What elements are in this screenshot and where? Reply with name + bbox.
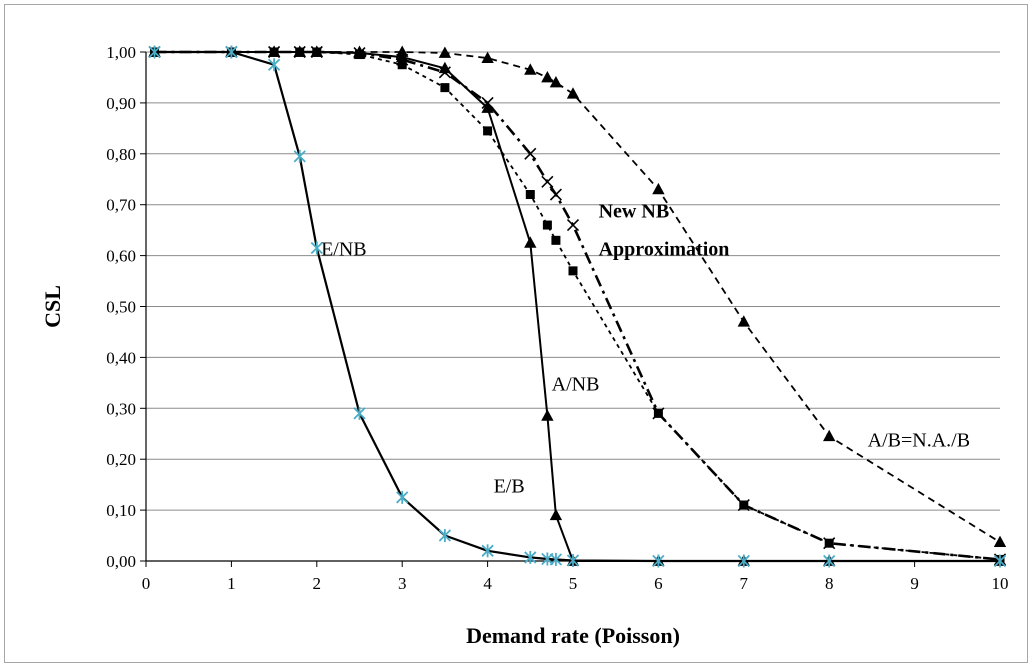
- data-point-a-b: [481, 51, 494, 63]
- data-point-e-nb: [566, 553, 580, 567]
- data-point-e-nb: [225, 45, 238, 59]
- data-point-e-b: [568, 266, 578, 276]
- y-tick-label: 0,20: [106, 450, 136, 469]
- a-b-label: A/B=N.A./B: [868, 429, 970, 451]
- data-point-e-nb: [396, 490, 409, 504]
- series-line-a-b: [154, 51, 1001, 543]
- e-b-label: E/B: [494, 475, 525, 497]
- data-point-new-nb: [652, 407, 665, 420]
- x-tick-label: 3: [398, 574, 407, 593]
- data-point-a-b: [438, 46, 452, 58]
- data-point-a-b: [652, 182, 665, 195]
- data-point-e-nb: [353, 406, 366, 420]
- new-nb-label-line2: Approximation: [599, 239, 730, 261]
- series-line-new-nb: [154, 50, 1001, 561]
- y-tick-label: 0,40: [106, 348, 136, 367]
- data-point-a-b: [549, 76, 563, 88]
- data-point-a-nb: [293, 45, 306, 57]
- y-tick-label: 0,80: [106, 145, 136, 164]
- data-point-a-nb: [541, 409, 554, 421]
- y-tick-label: 0,60: [106, 247, 136, 266]
- series-line-e-b: [154, 51, 1001, 561]
- x-tick-label: 6: [654, 574, 663, 593]
- x-tick-label: 4: [483, 574, 492, 593]
- data-point-e-nb: [737, 554, 750, 568]
- data-point-e-nb: [438, 529, 452, 543]
- data-point-a-nb: [267, 45, 281, 57]
- data-point-new-nb: [524, 147, 537, 160]
- y-tick-label: 1,00: [106, 43, 136, 62]
- data-point-e-nb: [524, 550, 537, 564]
- data-point-a-nb: [549, 508, 563, 521]
- data-point-a-b: [993, 535, 1007, 548]
- data-point-e-b: [551, 235, 561, 245]
- x-tick-label: 2: [313, 574, 322, 593]
- data-point-a-b: [737, 315, 750, 327]
- annotations: E/NB A/NB E/B New NB Approximation A/B=N.A./B: [321, 200, 970, 497]
- x-tick-label: 8: [825, 574, 834, 593]
- x-tick-label: 7: [740, 574, 749, 593]
- x-axis-title: Demand rate (Poisson): [466, 623, 680, 648]
- x-tick-label: 1: [227, 574, 236, 593]
- data-point-a-b: [823, 429, 836, 442]
- data-point-a-nb: [310, 45, 323, 57]
- data-point-a-nb: [438, 61, 452, 74]
- y-tick-label: 0,10: [106, 501, 136, 520]
- new-nb-label-line1: New NB: [599, 200, 670, 222]
- data-point-e-nb: [267, 58, 281, 72]
- y-tick-label: 0,90: [106, 94, 136, 113]
- data-point-e-nb: [310, 241, 323, 255]
- x-tick-label: 0: [142, 574, 151, 593]
- x-tick-label: 9: [910, 574, 919, 593]
- a-nb-label: A/NB: [552, 373, 600, 395]
- y-tick-label: 0,00: [106, 552, 136, 571]
- y-tick-label: 0,50: [106, 298, 136, 317]
- data-point-a-b: [541, 70, 554, 83]
- data-point-new-nb: [566, 218, 580, 232]
- data-point-new-nb: [549, 188, 562, 201]
- data-point-e-nb: [993, 554, 1007, 568]
- data-point-new-nb: [823, 537, 836, 550]
- data-point-a-nb: [396, 50, 409, 62]
- data-point-e-b: [397, 60, 407, 70]
- data-point-new-nb: [541, 175, 554, 188]
- data-point-e-nb: [481, 544, 494, 558]
- y-tick-label: 0,30: [106, 399, 136, 418]
- x-tick-label: 10: [992, 574, 1009, 593]
- data-point-e-nb: [823, 554, 836, 568]
- data-point-e-b: [440, 83, 450, 93]
- data-point-e-nb: [293, 149, 306, 163]
- data-point-e-nb: [652, 554, 665, 568]
- series-markers: [148, 45, 1007, 568]
- data-point-a-b: [524, 63, 537, 75]
- x-tick-label: 5: [569, 574, 578, 593]
- data-point-a-nb: [481, 101, 494, 113]
- chart-frame: [4, 4, 1028, 663]
- data-point-a-b: [566, 87, 580, 99]
- e-nb-label: E/NB: [321, 239, 367, 261]
- y-axis-title: CSL: [40, 285, 65, 328]
- data-point-e-b: [483, 126, 493, 136]
- data-point-a-nb: [353, 46, 366, 58]
- data-point-e-nb: [549, 552, 563, 566]
- data-point-e-b: [525, 190, 535, 200]
- data-point-new-nb: [737, 498, 750, 512]
- y-tick-label: 0,70: [106, 196, 136, 215]
- data-point-e-b: [542, 220, 552, 230]
- data-point-e-nb: [148, 45, 161, 59]
- data-point-a-nb: [524, 236, 537, 248]
